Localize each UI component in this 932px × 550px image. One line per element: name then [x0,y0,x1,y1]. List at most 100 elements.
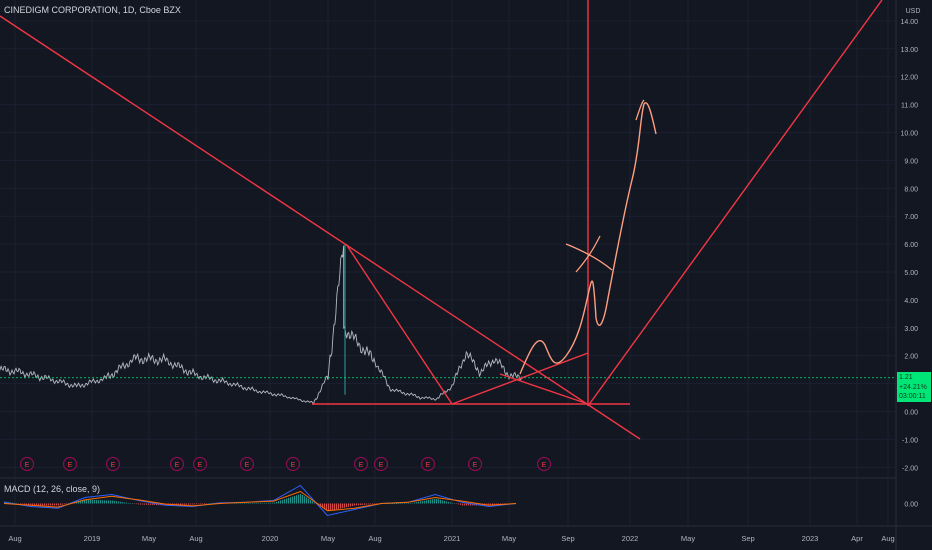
earnings-marker[interactable] [285,456,301,472]
cross-mark-stroke[interactable] [575,235,601,273]
trend-line-drawing[interactable] [499,373,589,405]
earnings-marker[interactable] [373,456,389,472]
earnings-marker[interactable] [536,456,552,472]
macd-histogram-bar [426,500,428,504]
macd-histogram-bar [432,499,434,504]
macd-histogram-bar [110,500,112,504]
macd-histogram-bar [406,503,408,504]
x-tick-label: 2019 [84,534,101,543]
macd-histogram-bar [202,503,204,504]
macd-histogram-bar [122,502,124,504]
macd-histogram-bar [368,503,370,505]
last-price-change: +24.21% [899,383,927,391]
macd-histogram-bar [102,500,104,504]
y-tick-label: -2.00 [902,465,918,472]
macd-histogram-bar [470,503,472,506]
trend-line-drawing[interactable] [587,0,883,407]
macd-histogram-bar [112,500,114,504]
macd-histogram-bar [34,503,36,506]
x-tick-label: Aug [189,534,202,543]
macd-histogram-bar [356,503,358,506]
macd-histogram-bar [362,503,364,505]
earnings-marker[interactable] [353,456,369,472]
macd-histogram-bar [296,495,298,504]
cross-mark-stroke[interactable] [565,243,613,271]
macd-histogram-bar [352,503,354,506]
macd-histogram-bar [346,503,348,508]
macd-histogram-bar [358,503,360,506]
macd-histogram-bar [48,503,50,506]
macd-histogram-bar [446,501,448,504]
macd-histogram-bar [450,502,452,504]
macd-histogram-bar [280,500,282,504]
earnings-marker[interactable] [420,456,436,472]
earnings-marker-label: E [473,462,478,469]
macd-histogram-bar [348,503,350,507]
macd-histogram-bar [320,503,322,507]
macd-histogram-bar [360,503,362,506]
macd-histogram-bar [332,503,334,511]
macd-histogram-bar [264,502,266,504]
macd-histogram-bar [200,503,202,504]
earnings-marker[interactable] [239,456,255,472]
macd-histogram-bar [80,500,82,504]
macd-histogram-bar [24,503,26,505]
macd-histogram-bar [402,503,404,504]
earnings-marker[interactable] [19,456,35,472]
macd-histogram-bar [418,501,420,504]
trend-line-drawing[interactable] [0,15,641,440]
macd-histogram-bar [192,503,194,505]
trend-line-drawing[interactable] [451,352,589,405]
y-tick-label: 12.00 [900,75,918,82]
macd-histogram-bar [148,503,150,505]
macd-histogram-bar [78,501,80,504]
macd-histogram-bar [116,501,118,504]
macd-histogram-bar [120,501,122,504]
x-tick-label: Sep [561,534,574,543]
earnings-marker[interactable] [467,456,483,472]
macd-histogram-bar [250,503,252,504]
macd-histogram-bar [490,503,492,506]
macd-histogram-bar [438,499,440,504]
x-tick-label: Sep [741,534,754,543]
macd-histogram-bar [286,498,288,504]
macd-histogram-bar [44,503,46,506]
macd-histogram-bar [428,499,430,504]
macd-histogram-bar [140,503,142,505]
earnings-marker-label: E [379,462,384,469]
macd-histogram-bar [494,503,496,506]
macd-histogram-bar [340,503,342,509]
macd-histogram-bar [390,503,392,504]
macd-histogram-bar [396,503,398,504]
macd-histogram-bar [128,502,130,504]
trend-line-drawing[interactable] [345,243,453,405]
macd-histogram-bar [190,503,192,505]
earnings-marker[interactable] [169,456,185,472]
macd-histogram-bar [98,500,100,504]
macd-histogram-bar [354,503,356,506]
earnings-marker[interactable] [62,456,78,472]
macd-histogram-bar [186,503,188,505]
macd-histogram-bar [82,500,84,504]
macd-histogram-bar [114,500,116,504]
macd-histogram-bar [472,503,474,506]
macd-histogram-bar [440,499,442,504]
macd-histogram-bar [424,500,426,504]
macd-histogram-bar [28,503,30,505]
earnings-marker[interactable] [192,456,208,472]
earnings-marker-label: E [25,462,30,469]
macd-histogram-bar [246,503,248,504]
macd-histogram-bar [452,502,454,504]
macd-histogram-bar [436,498,438,504]
macd-histogram-bar [398,503,400,504]
macd-histogram-bar [314,502,316,504]
macd-histogram-bar [236,503,238,504]
macd-histogram-bar [342,503,344,509]
macd-histogram-bar [300,494,302,504]
earnings-marker-label: E [111,462,116,469]
earnings-marker[interactable] [105,456,121,472]
arrow-head-stroke[interactable] [635,99,645,121]
projection-arrow-drawing[interactable] [519,102,657,375]
macd-histogram-bar [238,503,240,504]
